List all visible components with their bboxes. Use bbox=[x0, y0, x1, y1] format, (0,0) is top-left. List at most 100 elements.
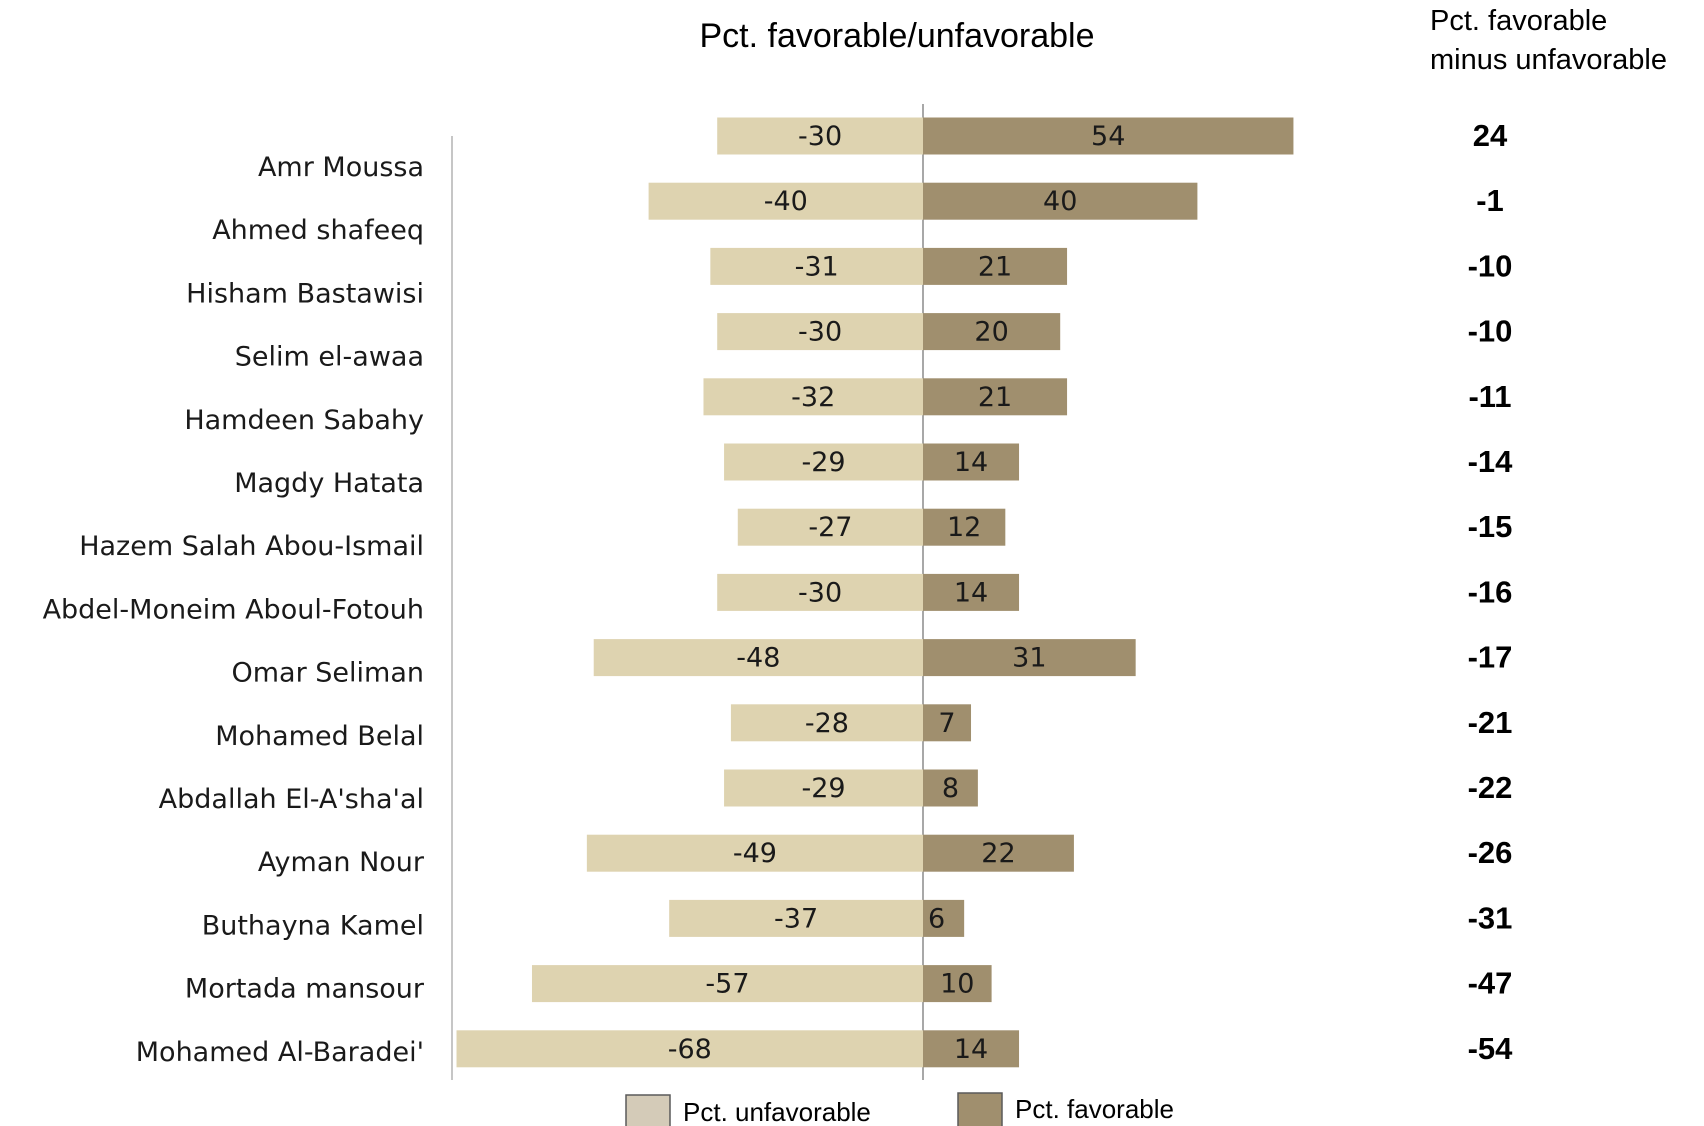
data-label-unfavorable: -30 bbox=[798, 317, 842, 348]
bar-favorable bbox=[923, 313, 1061, 351]
bar-unfavorable bbox=[724, 443, 923, 481]
difference-value: -10 bbox=[1468, 248, 1513, 283]
data-label-favorable: 14 bbox=[954, 1034, 988, 1065]
category-label: Selim el-awaa bbox=[235, 342, 424, 373]
difference-value: -22 bbox=[1468, 770, 1513, 805]
difference-value: -26 bbox=[1468, 835, 1513, 870]
bar-favorable bbox=[923, 117, 1294, 155]
category-label: Abdel-Moneim Aboul-Fotouh bbox=[43, 594, 424, 625]
data-label-unfavorable: -27 bbox=[808, 512, 852, 543]
data-label-favorable: 54 bbox=[1091, 121, 1125, 152]
bar-unfavorable bbox=[531, 965, 923, 1003]
data-label-unfavorable: -48 bbox=[736, 643, 780, 674]
difference-value: -31 bbox=[1468, 900, 1513, 935]
bar-unfavorable bbox=[710, 247, 923, 285]
bar-unfavorable bbox=[648, 182, 923, 220]
difference-value: 24 bbox=[1473, 118, 1508, 153]
difference-value: -54 bbox=[1468, 1031, 1514, 1066]
bar-unfavorable bbox=[730, 704, 923, 742]
bar-favorable bbox=[923, 899, 965, 937]
bar-favorable bbox=[923, 378, 1068, 416]
bar-unfavorable bbox=[737, 508, 923, 546]
data-label-favorable: 40 bbox=[1043, 186, 1077, 217]
bar-favorable bbox=[923, 834, 1074, 872]
legend: Pct. unfavorable Pct. favorable bbox=[625, 1092, 1174, 1126]
category-label: Abdallah El-A'sha'al bbox=[159, 784, 424, 815]
data-label-unfavorable: -37 bbox=[774, 903, 818, 934]
chart-title: Pct. favorable/unfavorable bbox=[699, 17, 1094, 55]
category-label: Hisham Bastawisi bbox=[186, 278, 424, 309]
data-label-unfavorable: -29 bbox=[801, 773, 845, 804]
category-label: Magdy Hatata bbox=[234, 468, 424, 499]
bar-favorable bbox=[923, 1030, 1020, 1068]
legend-label-favorable: Pct. favorable bbox=[1015, 1094, 1174, 1124]
bar-unfavorable bbox=[717, 313, 923, 351]
bar-unfavorable bbox=[717, 573, 923, 611]
difference-header-line-1: Pct. favorable bbox=[1430, 5, 1607, 37]
difference-value: -47 bbox=[1468, 966, 1513, 1001]
legend-swatch-favorable bbox=[957, 1092, 1003, 1126]
bar-unfavorable bbox=[593, 639, 923, 677]
category-label: Buthayna Kamel bbox=[202, 910, 424, 941]
data-label-favorable: 31 bbox=[1012, 643, 1046, 674]
bar-favorable bbox=[923, 182, 1198, 220]
difference-value: -11 bbox=[1468, 379, 1511, 414]
category-label: Omar Seliman bbox=[232, 658, 425, 689]
bars-layer bbox=[456, 117, 1294, 1068]
legend-swatch-unfavorable bbox=[625, 1094, 671, 1126]
data-label-unfavorable: -30 bbox=[798, 121, 842, 152]
data-label-unfavorable: -40 bbox=[764, 186, 808, 217]
data-label-unfavorable: -30 bbox=[798, 577, 842, 608]
category-label: Ayman Nour bbox=[258, 847, 425, 878]
bar-favorable bbox=[923, 965, 992, 1003]
bar-unfavorable bbox=[586, 834, 923, 872]
category-label: Amr Moussa bbox=[258, 152, 424, 183]
bar-favorable bbox=[923, 247, 1068, 285]
data-label-unfavorable: -32 bbox=[791, 382, 835, 413]
data-label-favorable: 7 bbox=[938, 708, 955, 739]
data-label-unfavorable: -29 bbox=[801, 447, 845, 478]
difference-value: -14 bbox=[1468, 444, 1514, 479]
difference-value: -16 bbox=[1468, 574, 1513, 609]
bar-favorable bbox=[923, 573, 1020, 611]
data-label-unfavorable: -68 bbox=[668, 1034, 712, 1065]
data-label-favorable: 8 bbox=[942, 773, 959, 804]
data-label-favorable: 21 bbox=[978, 251, 1012, 282]
data-label-favorable: 12 bbox=[947, 512, 981, 543]
bar-unfavorable bbox=[456, 1030, 923, 1068]
difference-value: -21 bbox=[1468, 705, 1513, 740]
category-label: Hazem Salah Abou-Ismail bbox=[79, 531, 424, 562]
data-label-unfavorable: -57 bbox=[705, 969, 749, 1000]
bar-unfavorable bbox=[669, 899, 923, 937]
bar-favorable bbox=[923, 508, 1006, 546]
data-label-favorable: 14 bbox=[954, 447, 988, 478]
bar-favorable bbox=[923, 443, 1020, 481]
difference-value: -1 bbox=[1476, 183, 1504, 218]
bar-unfavorable bbox=[703, 378, 923, 416]
bar-unfavorable bbox=[717, 117, 923, 155]
labels-layer: -30 54 Amr Moussa 24 -40 40 Ahmed shafeeq -1 -31… bbox=[43, 118, 1514, 1068]
category-label: Mortada mansour bbox=[185, 974, 425, 1005]
data-label-favorable: 21 bbox=[978, 382, 1012, 413]
difference-value: -15 bbox=[1468, 509, 1513, 544]
difference-header-line-2: minus unfavorable bbox=[1430, 44, 1667, 76]
category-label: Ahmed shafeeq bbox=[212, 215, 424, 246]
data-label-unfavorable: -31 bbox=[795, 251, 839, 282]
category-label: Mohamed Belal bbox=[215, 721, 424, 752]
legend-label-unfavorable: Pct. unfavorable bbox=[683, 1097, 871, 1126]
bar-favorable bbox=[923, 769, 978, 807]
data-label-favorable: 10 bbox=[940, 969, 974, 1000]
difference-value: -17 bbox=[1468, 640, 1513, 675]
data-label-favorable: 20 bbox=[974, 317, 1008, 348]
data-label-favorable: 14 bbox=[954, 577, 988, 608]
data-label-unfavorable: -28 bbox=[805, 708, 849, 739]
data-label-favorable: 22 bbox=[981, 838, 1015, 869]
data-label-unfavorable: -49 bbox=[733, 838, 777, 869]
bar-favorable bbox=[923, 639, 1136, 677]
bar-unfavorable bbox=[724, 769, 923, 807]
difference-value: -10 bbox=[1468, 314, 1513, 349]
data-label-favorable: 6 bbox=[928, 903, 945, 934]
bar-favorable bbox=[923, 704, 972, 742]
